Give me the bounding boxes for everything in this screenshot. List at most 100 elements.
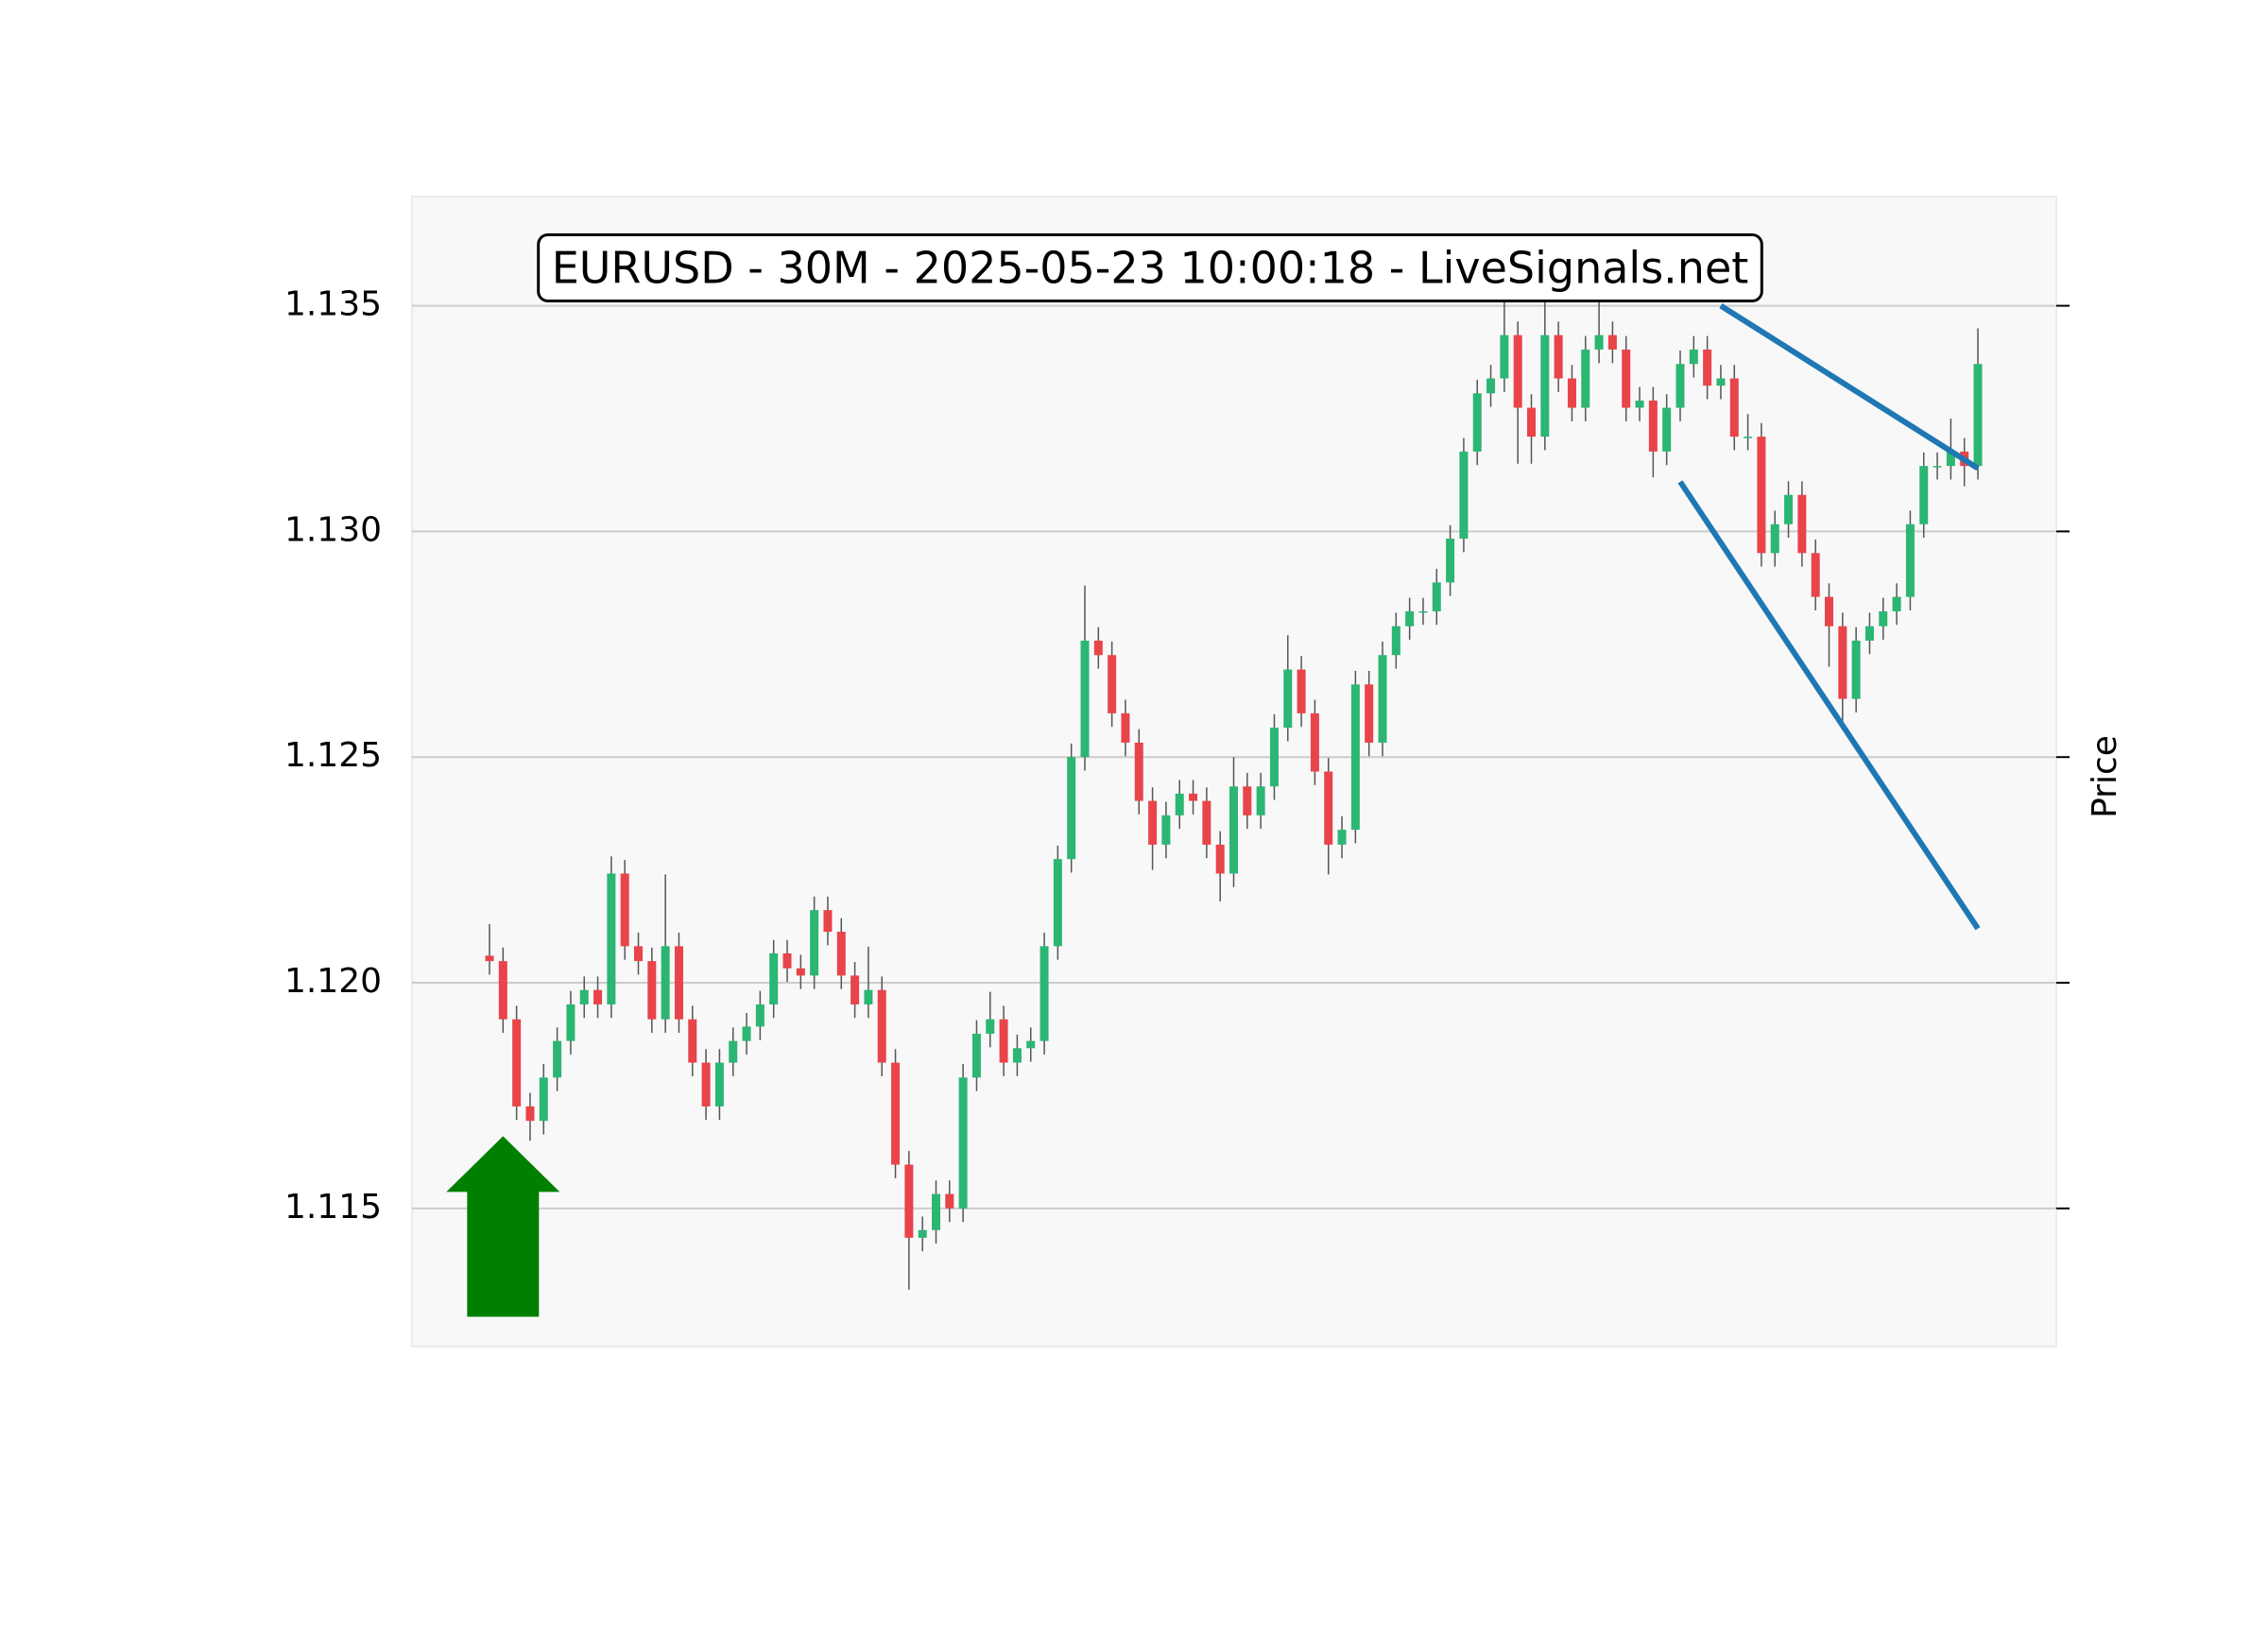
candle-body bbox=[539, 1077, 548, 1122]
candle-body bbox=[647, 961, 657, 1020]
annotations bbox=[446, 303, 1981, 1317]
candle-body bbox=[958, 1077, 968, 1209]
candle-body bbox=[1459, 451, 1469, 540]
candle-body bbox=[1838, 626, 1847, 699]
candle-body bbox=[1134, 742, 1143, 801]
candle-body bbox=[742, 1026, 751, 1041]
candle-body bbox=[1283, 669, 1293, 729]
y-tick-label: 1.115 bbox=[284, 1188, 382, 1227]
candle-body bbox=[634, 946, 643, 962]
candle-body bbox=[1554, 335, 1563, 379]
candle-body bbox=[1175, 793, 1184, 815]
candle-body bbox=[1581, 349, 1590, 408]
candle-body bbox=[755, 1004, 765, 1027]
candle-body bbox=[971, 1034, 981, 1078]
candle-body bbox=[796, 968, 805, 976]
candle-body bbox=[932, 1193, 940, 1230]
candle-body bbox=[1500, 335, 1509, 379]
candle-body bbox=[688, 1019, 697, 1063]
candle-body bbox=[1864, 626, 1874, 641]
candle-body bbox=[1486, 378, 1496, 394]
candle-body bbox=[1905, 523, 1915, 597]
candle-body bbox=[1648, 400, 1658, 452]
candle-body bbox=[1405, 610, 1415, 626]
candle-body bbox=[1919, 466, 1929, 524]
candle-body bbox=[1432, 582, 1441, 611]
candle-body bbox=[836, 932, 846, 976]
candle-body bbox=[1189, 793, 1198, 801]
candles bbox=[485, 297, 1983, 1290]
candle-body bbox=[918, 1229, 927, 1238]
signal-arrow bbox=[446, 1136, 560, 1317]
candle-body bbox=[1567, 378, 1576, 408]
candle-body bbox=[579, 989, 589, 1004]
candle-body bbox=[593, 989, 603, 1004]
y-tick-label: 1.120 bbox=[284, 962, 382, 1001]
candle-body bbox=[661, 946, 670, 1020]
candle-body bbox=[891, 1062, 901, 1165]
candle-body bbox=[1973, 364, 1983, 467]
candle-body bbox=[1378, 655, 1387, 743]
candle-body bbox=[1243, 786, 1252, 815]
candle-body bbox=[1729, 378, 1739, 438]
candle-body bbox=[1121, 712, 1130, 743]
candle-body bbox=[1350, 684, 1360, 831]
candle-body bbox=[1757, 437, 1766, 554]
candle-body bbox=[1391, 626, 1400, 656]
candle-body bbox=[701, 1062, 711, 1107]
candle-body bbox=[1892, 596, 1901, 611]
candle-body bbox=[986, 1019, 995, 1035]
candle-body bbox=[553, 1040, 562, 1078]
candle-body bbox=[1269, 728, 1279, 787]
candle-body bbox=[810, 910, 819, 976]
candle-body bbox=[1093, 640, 1103, 656]
candle-body bbox=[1622, 349, 1631, 408]
candle-body bbox=[1256, 786, 1265, 815]
candle-body bbox=[999, 1019, 1008, 1063]
candle-body bbox=[1716, 378, 1726, 386]
candle-body bbox=[1080, 640, 1090, 758]
candle-body bbox=[1933, 466, 1942, 468]
y-axis-label: Price bbox=[2086, 735, 2124, 818]
candle-body bbox=[1012, 1048, 1022, 1063]
candle-body bbox=[1851, 640, 1861, 699]
candle-body bbox=[904, 1164, 914, 1238]
chart-title: EURUSD - 30M - 2025-05-23 10:00:18 - Liv… bbox=[552, 243, 1749, 294]
candle-body bbox=[1418, 610, 1428, 613]
trend-line bbox=[1677, 480, 1981, 931]
candle-body bbox=[1703, 349, 1712, 386]
candle-body bbox=[1607, 335, 1617, 350]
candle-body bbox=[1040, 946, 1049, 1041]
trend-line bbox=[1719, 303, 1980, 472]
candle-body bbox=[1811, 553, 1820, 597]
candle-body bbox=[1202, 800, 1211, 845]
candle-body bbox=[1053, 859, 1062, 947]
y-tick-label: 1.130 bbox=[284, 510, 382, 549]
candle-body bbox=[729, 1040, 738, 1063]
candle-body bbox=[1594, 335, 1604, 350]
candle-body bbox=[1797, 494, 1807, 554]
candle-body bbox=[1365, 684, 1374, 743]
candle-body bbox=[1689, 349, 1698, 365]
y-tick-label: 1.125 bbox=[284, 736, 382, 775]
candle-body bbox=[1675, 364, 1685, 408]
candle-body bbox=[1472, 393, 1482, 452]
candle-body bbox=[1527, 407, 1536, 438]
candle-body bbox=[1324, 771, 1333, 845]
candle-body bbox=[1215, 844, 1225, 874]
candle-body bbox=[864, 989, 873, 1004]
candle-body bbox=[1067, 757, 1076, 860]
candle-body bbox=[620, 873, 629, 947]
candle-body bbox=[1825, 596, 1833, 626]
candle-body bbox=[1540, 335, 1550, 438]
candle-body bbox=[1513, 335, 1522, 408]
candle-body bbox=[1784, 494, 1794, 524]
candle-body bbox=[1310, 712, 1319, 772]
candle-body bbox=[485, 955, 494, 962]
candle-body bbox=[512, 1019, 522, 1107]
candle-body bbox=[1770, 523, 1779, 554]
candle-body bbox=[769, 952, 779, 1004]
candle-body bbox=[1879, 610, 1888, 626]
candle-body bbox=[566, 1004, 576, 1041]
y-tick-label: 1.135 bbox=[284, 285, 382, 324]
